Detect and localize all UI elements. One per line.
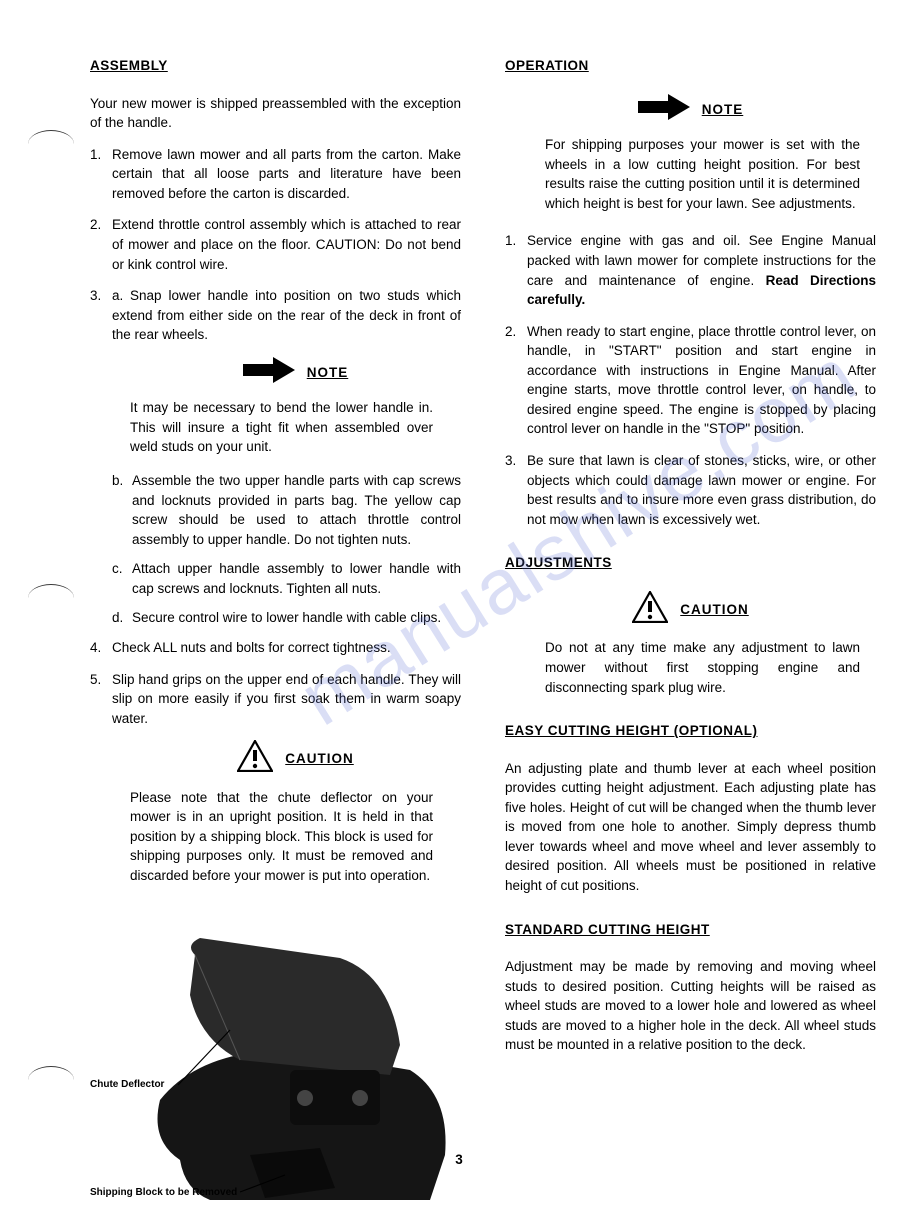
warning-triangle-icon	[237, 740, 273, 778]
assembly-step-3d: d. Secure control wire to lower handle w…	[112, 608, 461, 628]
assembly-heading: ASSEMBLY	[90, 56, 461, 76]
operation-heading: OPERATION	[505, 56, 876, 76]
left-column: ASSEMBLY Your new mower is shipped preas…	[90, 56, 461, 1205]
caution-callout: CAUTION	[130, 740, 461, 778]
step-body: a.Snap lower handle into position on two…	[112, 286, 461, 345]
note-callout: NOTE	[505, 94, 876, 126]
binder-hole-mark	[28, 584, 74, 598]
adjustments-caution-body: Do not at any time make any adjustment t…	[545, 638, 860, 697]
two-column-layout: ASSEMBLY Your new mower is shipped preas…	[90, 56, 876, 1205]
step-number: 2.	[90, 215, 112, 274]
note-label: NOTE	[307, 363, 349, 383]
operation-step-1: 1. Service engine with gas and oil. See …	[505, 231, 876, 309]
step-text: Secure control wire to lower handle with…	[132, 608, 461, 628]
caution-label: CAUTION	[285, 749, 354, 769]
step-text: Attach upper handle assembly to lower ha…	[132, 559, 461, 598]
assembly-step-1: 1. Remove lawn mower and all parts from …	[90, 145, 461, 204]
note-body: It may be necessary to bend the lower ha…	[130, 398, 433, 457]
mower-chute-illustration	[90, 900, 460, 1205]
adjustments-heading: ADJUSTMENTS	[505, 553, 876, 573]
assembly-step-4: 4. Check ALL nuts and bolts for correct …	[90, 638, 461, 658]
caution-body: Please note that the chute deflector on …	[130, 788, 433, 886]
arrow-right-icon	[638, 94, 690, 126]
caution-label: CAUTION	[680, 600, 749, 620]
easy-cutting-heading: EASY CUTTING HEIGHT (OPTIONAL)	[505, 721, 876, 741]
step-text: Assemble the two upper handle parts with…	[132, 471, 461, 549]
operation-step-3: 3. Be sure that lawn is clear of stones,…	[505, 451, 876, 529]
step-number: 4.	[90, 638, 112, 658]
sub-letter: b.	[112, 471, 132, 549]
easy-cutting-body: An adjusting plate and thumb lever at ea…	[505, 759, 876, 896]
note-callout: NOTE	[130, 357, 461, 389]
operation-note-body: For shipping purposes your mower is set …	[545, 135, 860, 213]
assembly-step-3c: c. Attach upper handle assembly to lower…	[112, 559, 461, 598]
warning-triangle-icon	[632, 591, 668, 629]
step-number: 5.	[90, 670, 112, 729]
step-text: Service engine with gas and oil. See Eng…	[527, 231, 876, 309]
step-number: 3.	[505, 451, 527, 529]
step-text: Check ALL nuts and bolts for correct tig…	[112, 638, 461, 658]
assembly-step-5: 5. Slip hand grips on the upper end of e…	[90, 670, 461, 729]
assembly-step-3b: b. Assemble the two upper handle parts w…	[112, 471, 461, 549]
page-number: 3	[455, 1150, 463, 1170]
sub-letter: a.	[112, 286, 130, 306]
step-text: Remove lawn mower and all parts from the…	[112, 145, 461, 204]
step-number: 1.	[505, 231, 527, 309]
chute-deflector-figure: Chute Deflector Shipping Block to be Rem…	[90, 900, 460, 1205]
right-column: OPERATION NOTE For shipping purposes you…	[505, 56, 876, 1205]
standard-cutting-heading: STANDARD CUTTING HEIGHT	[505, 920, 876, 940]
step-number: 1.	[90, 145, 112, 204]
step-text: Extend throttle control assembly which i…	[112, 215, 461, 274]
step-number: 3.	[90, 286, 112, 345]
arrow-right-icon	[243, 357, 295, 389]
assembly-intro: Your new mower is shipped preassembled w…	[90, 94, 461, 133]
step-number: 2.	[505, 322, 527, 439]
step-text: When ready to start engine, place thrott…	[527, 322, 876, 439]
sub-letter: c.	[112, 559, 132, 598]
caution-callout: CAUTION	[505, 591, 876, 629]
step-text: Be sure that lawn is clear of stones, st…	[527, 451, 876, 529]
binder-hole-mark	[28, 130, 74, 144]
note-label: NOTE	[702, 100, 744, 120]
assembly-step-2: 2. Extend throttle control assembly whic…	[90, 215, 461, 274]
assembly-step-3a: 3. a.Snap lower handle into position on …	[90, 286, 461, 345]
binder-hole-mark	[28, 1066, 74, 1080]
standard-cutting-body: Adjustment may be made by removing and m…	[505, 957, 876, 1055]
step-text: Snap lower handle into position on two s…	[112, 288, 461, 342]
operation-step-2: 2. When ready to start engine, place thr…	[505, 322, 876, 439]
step-text: Slip hand grips on the upper end of each…	[112, 670, 461, 729]
sub-letter: d.	[112, 608, 132, 628]
figure-label-chute: Chute Deflector	[90, 1078, 164, 1093]
